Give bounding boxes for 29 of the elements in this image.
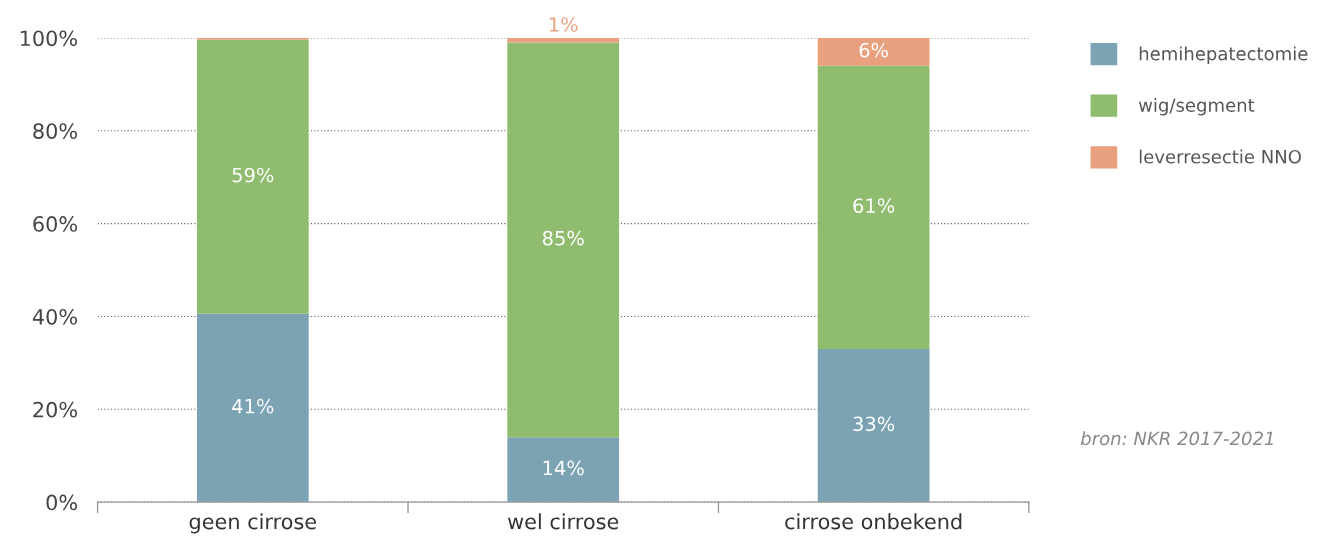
y-tick-label: 0% — [46, 494, 78, 511]
data-label: 33% — [853, 416, 895, 432]
bar — [817, 37, 930, 66]
data-label: 85% — [542, 230, 584, 246]
legend-label: hemihepatectomie — [1139, 46, 1308, 64]
data-label: 6% — [859, 42, 888, 58]
x-tick-label: wel cirrose — [507, 513, 619, 530]
bar — [507, 37, 620, 43]
bar — [196, 39, 309, 314]
bar — [507, 42, 620, 438]
bar — [196, 313, 309, 503]
y-tick-label: 60% — [33, 216, 78, 232]
x-tick-label: cirrose onbekend — [785, 513, 962, 530]
bar — [507, 437, 620, 503]
y-tick-label: 100% — [20, 30, 78, 47]
y-tick-label: 40% — [32, 308, 78, 325]
data-label: 14% — [543, 460, 584, 476]
legend-label: leverresectie NNO — [1139, 149, 1301, 164]
data-label: 1% — [549, 17, 578, 32]
y-tick-label: 80% — [33, 123, 78, 139]
legend-label: wig/segment — [1138, 98, 1255, 116]
data-label: 41% — [232, 398, 274, 414]
text: bron: NKR 2017-2021 — [1080, 431, 1273, 446]
bar — [817, 65, 930, 349]
data-label: 61% — [853, 198, 895, 214]
x-tick-label: geen cirrose — [189, 513, 317, 534]
bar — [817, 348, 930, 503]
y-tick-label: 20% — [33, 401, 78, 418]
data-label: 59% — [232, 167, 274, 183]
